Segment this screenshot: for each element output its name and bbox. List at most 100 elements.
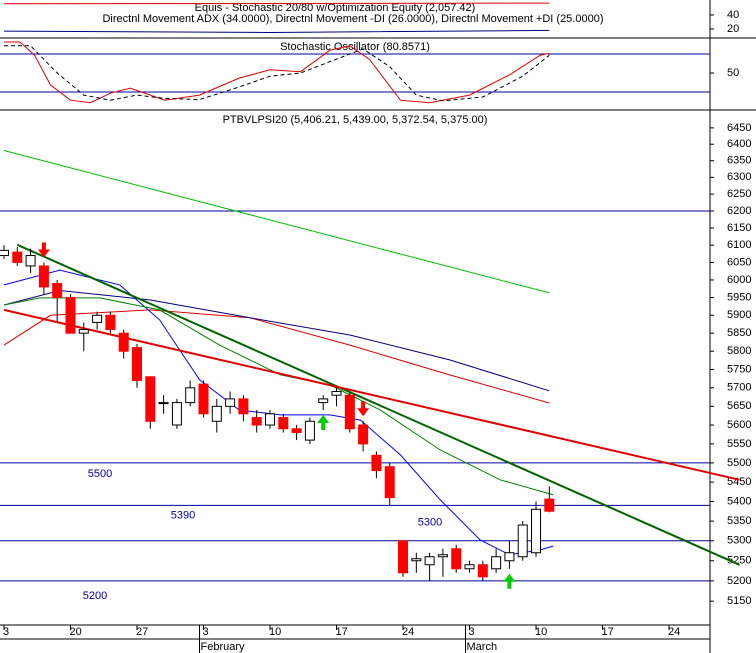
y-tick-label: 40 <box>727 9 739 21</box>
month-label: March <box>467 641 498 653</box>
y-tick-label: 5350 <box>727 515 751 527</box>
y-tick-label: 5500 <box>727 457 751 469</box>
y-tick-label: 5700 <box>727 382 751 394</box>
panel-subtitle: Directnl Movement ADX (34.0000), Directn… <box>102 13 603 25</box>
y-tick-label: 6100 <box>727 239 751 251</box>
y-tick-label: 5800 <box>727 345 751 357</box>
signal-arrow <box>503 573 516 589</box>
y-tick-label: 5900 <box>727 309 751 321</box>
line-series <box>16 243 740 566</box>
horizontal-line-label: 5200 <box>83 590 107 602</box>
candle-body <box>265 413 276 426</box>
candle-body <box>238 398 249 415</box>
signal-arrow <box>317 415 330 431</box>
signal-arrow <box>37 242 50 258</box>
candle-body <box>251 417 262 426</box>
candle-body <box>531 508 542 554</box>
candle-body <box>12 251 23 263</box>
candle-body <box>38 265 49 288</box>
line-series <box>3 29 550 34</box>
panel-title: Equis - Stochastic 20/80 w/Optimization … <box>195 2 476 14</box>
x-tick-label: 17 <box>602 626 614 638</box>
x-tick-label: 10 <box>269 626 281 638</box>
y-tick-label: 5650 <box>727 400 751 412</box>
y-tick-label: 5250 <box>727 555 751 567</box>
horizontal-line-label: 5300 <box>418 517 442 529</box>
candle-body <box>118 332 129 352</box>
candle-body <box>78 329 89 334</box>
x-tick-label: 17 <box>336 626 348 638</box>
x-tick-label: 3 <box>203 626 209 638</box>
candle-body <box>171 402 182 426</box>
y-tick-label: 50 <box>727 67 739 79</box>
y-tick-label: 5300 <box>727 535 751 547</box>
candle-body <box>158 402 169 405</box>
candle-body <box>211 405 222 422</box>
candle-body <box>52 282 63 299</box>
candle-body <box>517 524 528 558</box>
line-series <box>4 41 550 104</box>
x-tick-label: 24 <box>402 626 414 638</box>
x-tick-label: 24 <box>668 626 680 638</box>
candle-body <box>198 383 209 415</box>
candle-body <box>451 548 462 570</box>
candle-body <box>371 454 382 472</box>
x-tick-label: 3 <box>469 626 475 638</box>
candle-body <box>358 424 369 445</box>
candle-body <box>398 540 409 574</box>
y-tick-label: 5400 <box>727 495 751 507</box>
candle-body <box>304 420 315 441</box>
y-tick-label: 5200 <box>727 575 751 587</box>
candle-body <box>411 558 422 562</box>
candle-body <box>25 255 36 267</box>
y-tick-label: 6250 <box>727 188 751 200</box>
y-tick-label: 5600 <box>727 419 751 431</box>
candle-body <box>344 394 355 430</box>
y-tick-label: 5550 <box>727 438 751 450</box>
candle-body <box>504 552 515 562</box>
x-tick-label: 3 <box>3 626 9 638</box>
candle-body <box>384 466 395 499</box>
x-tick-label: 27 <box>136 626 148 638</box>
candle-body <box>185 387 196 404</box>
y-tick-label: 5950 <box>727 291 751 303</box>
candle-body <box>491 556 502 570</box>
y-tick-label: 6400 <box>727 138 751 150</box>
candle-body <box>131 347 142 381</box>
y-tick-label: 5150 <box>727 595 751 607</box>
candle-body <box>437 554 448 558</box>
line-series <box>3 2 550 5</box>
horizontal-line-label: 5390 <box>171 509 195 521</box>
y-tick-label: 6350 <box>727 155 751 167</box>
x-tick-label: 20 <box>69 626 81 638</box>
candle-body <box>105 314 116 331</box>
y-tick-label: 20 <box>727 23 739 35</box>
candle-body <box>145 376 156 422</box>
panel-title: Stochastic Oscillator (80.8571) <box>280 41 430 53</box>
candle-body <box>291 428 302 434</box>
y-tick-label: 6450 <box>727 122 751 134</box>
candle-body <box>477 564 488 578</box>
y-tick-label: 6150 <box>727 222 751 234</box>
y-tick-label: 6200 <box>727 205 751 217</box>
month-label: February <box>201 641 246 653</box>
candle-body <box>318 398 329 404</box>
candle-body <box>424 556 435 566</box>
panel-title: PTBVLPSI20 (5,406.21, 5,439.00, 5,372.54… <box>223 114 488 126</box>
y-tick-label: 5750 <box>727 363 751 375</box>
candle-body <box>278 417 289 430</box>
candle-body <box>544 498 555 512</box>
candle-body <box>464 564 475 570</box>
candle-body <box>65 297 76 334</box>
y-tick-label: 6050 <box>727 256 751 268</box>
candle-body <box>331 390 342 396</box>
line-series <box>3 297 554 496</box>
signal-arrow <box>357 401 370 417</box>
y-tick-label: 6000 <box>727 274 751 286</box>
line-series <box>4 45 550 102</box>
y-tick-label: 6300 <box>727 171 751 183</box>
candle-body <box>92 314 103 323</box>
x-tick-label: 10 <box>535 626 547 638</box>
horizontal-line-label: 5500 <box>88 468 112 480</box>
